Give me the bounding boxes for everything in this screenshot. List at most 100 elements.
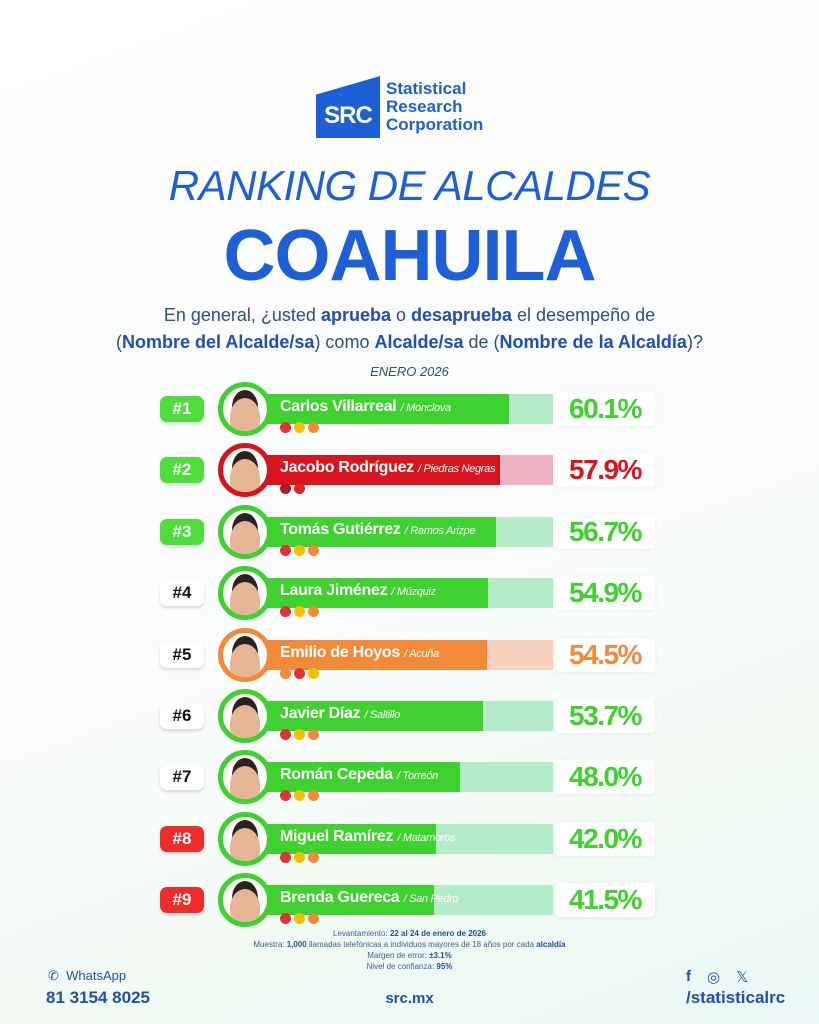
mayor-photo: [218, 873, 272, 928]
party-prd-icon: [294, 729, 305, 740]
party-udc-icon: [280, 667, 291, 679]
party-pri-icon: [294, 667, 305, 679]
person-icon: [230, 398, 260, 431]
social-handle[interactable]: /statisticalrc: [686, 988, 786, 1007]
whatsapp-link[interactable]: ✆ WhatsApp: [48, 968, 126, 984]
rank-badge: #3: [160, 518, 204, 545]
ranking-row: #6 Javier Díaz / Saltillo 53.7%: [0, 686, 819, 746]
person-icon: [230, 520, 260, 554]
instagram-icon[interactable]: ◎: [707, 969, 721, 986]
party-logos: [280, 851, 319, 863]
meta-line: Nivel de confianza: 95%: [366, 962, 453, 971]
approval-bar-track: [250, 762, 553, 793]
party-prd-icon: [294, 851, 305, 863]
city: / Múzquiz: [391, 586, 436, 599]
person-icon: [230, 766, 260, 800]
party-pri-icon: [280, 729, 291, 740]
q-text: aprueba: [320, 305, 391, 325]
src-logo: SRC Statistical Research Corporation: [316, 76, 483, 138]
party-logos: [280, 667, 319, 679]
mayor-photo: [218, 627, 272, 682]
q-text: o: [390, 305, 411, 325]
meta-line: Margen de error: ±3.1%: [367, 951, 452, 960]
party-logos: [280, 913, 319, 925]
ranking-row: #7 Román Cepeda / Torreón 48.0%: [0, 747, 819, 807]
party-udc-icon: [308, 422, 319, 433]
rank-badge: #5: [160, 641, 204, 668]
q-text: En general, ¿usted: [163, 305, 321, 325]
approval-percentage: 53.7%: [555, 699, 655, 733]
mayor-name: Miguel Ramírez / Matamoros: [280, 827, 456, 845]
approval-percentage: 56.7%: [555, 514, 655, 549]
approval-bar-fill: [250, 639, 487, 670]
survey-month: ENERO 2026: [370, 364, 449, 379]
survey-question: En general, ¿usted aprueba o desaprueba …: [0, 302, 819, 356]
approval-percentage: 42.0%: [555, 821, 655, 856]
party-logos: [280, 483, 305, 495]
approval-bar-fill: [250, 578, 488, 609]
mayor-photo: [218, 443, 272, 498]
party-udc-icon: [308, 544, 319, 556]
party-pri-icon: [280, 790, 291, 802]
q-text: desaprueba: [411, 305, 513, 325]
mayor-photo: [218, 504, 272, 559]
logo-line: Research: [386, 97, 463, 116]
approval-bar-track: [250, 701, 553, 731]
party-pri-icon: [280, 422, 291, 433]
ranking-row: #3 Tomás Gutiérrez / Ramos Arizpe 56.7%: [0, 502, 819, 562]
approval-bar-fill: [250, 762, 460, 793]
approval-bar-fill: [250, 394, 509, 424]
approval-percentage: 48.0%: [555, 760, 655, 795]
methodology: Levantamiento: 22 al 24 de enero de 2026…: [0, 928, 819, 972]
party-prd-icon: [294, 606, 305, 618]
q-text: (: [116, 332, 123, 352]
approval-percentage: 57.9%: [555, 453, 655, 488]
mayor-name: Javier Díaz / Saltillo: [280, 705, 400, 722]
approval-percentage: 41.5%: [555, 883, 655, 918]
x-icon[interactable]: 𝕏: [736, 969, 749, 986]
mayor-photo: [218, 382, 272, 436]
party-udc-icon: [308, 790, 319, 802]
src-logo-text: Statistical Research Corporation: [386, 80, 483, 134]
party-prd-icon: [308, 667, 319, 679]
q-text: Nombre del Alcalde/sa: [122, 332, 315, 352]
person-icon: [230, 582, 260, 616]
approval-bar-track: [250, 823, 553, 854]
meta-line: Levantamiento: 22 al 24 de enero de 2026: [333, 929, 486, 938]
q-text: de (: [463, 332, 500, 352]
ranking-row: #1 Carlos Villarreal / Monclova 60.1%: [0, 379, 819, 439]
ranking-row: #4 Laura Jiménez / Múzquiz 54.9%: [0, 563, 819, 623]
approval-bar-track: [250, 639, 553, 670]
mayor-name: Carlos Villarreal / Monclova: [280, 398, 451, 415]
approval-bar-fill: [250, 823, 436, 854]
rank-badge: #9: [160, 887, 204, 914]
party-logos: [280, 422, 319, 433]
mayor-name: Román Cepeda / Torreón: [280, 766, 438, 784]
phone-number: 81 3154 8025: [46, 988, 150, 1007]
q-text: Nombre de la Alcaldía: [499, 332, 687, 352]
party-prd-icon: [294, 544, 305, 556]
party-logos: [280, 544, 319, 556]
party-pt-icon: [294, 483, 305, 495]
approval-bar-fill: [250, 885, 434, 916]
person-icon: [230, 459, 260, 493]
party-logos: [280, 606, 319, 618]
city: / Torreón: [397, 770, 438, 783]
party-udc-icon: [308, 913, 319, 925]
ranking-row: #5 Emilio de Hoyos / Acuña 54.5%: [0, 625, 819, 685]
city: / Acuña: [404, 647, 439, 660]
q-text: Alcalde/sa: [374, 332, 464, 352]
party-pri-icon: [280, 606, 291, 618]
party-pri-icon: [280, 544, 291, 556]
mayor-photo: [218, 689, 272, 743]
party-udc-icon: [308, 851, 319, 863]
approval-bar-track: [250, 455, 553, 486]
website-link[interactable]: src.mx: [385, 990, 434, 1007]
facebook-icon[interactable]: f: [686, 968, 691, 985]
state-heading: COAHUILA: [223, 216, 597, 296]
mayor-name: Emilio de Hoyos / Acuña: [280, 643, 439, 661]
person-icon: [230, 705, 260, 738]
approval-bar-track: [250, 516, 553, 547]
rank-badge: #2: [160, 457, 204, 484]
mayor-name: Brenda Guereca / San Pedro: [280, 889, 459, 907]
